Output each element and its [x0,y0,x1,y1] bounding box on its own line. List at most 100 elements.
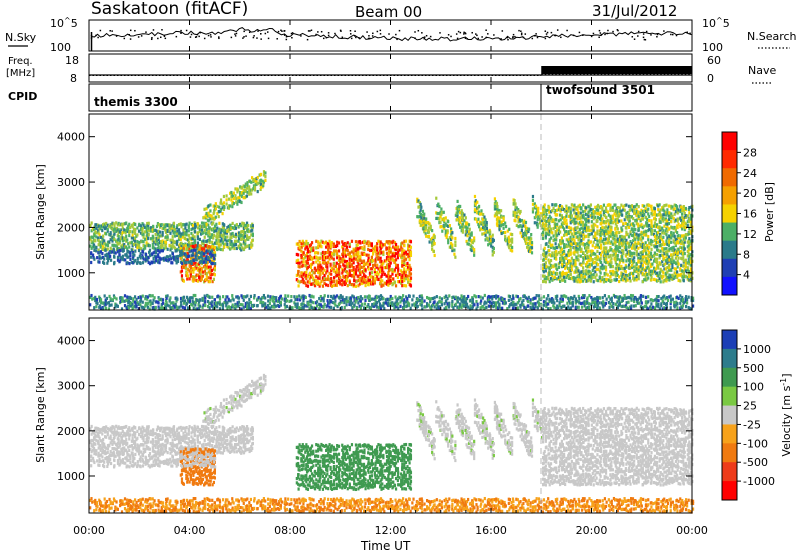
power-cell [231,221,234,226]
power-cell [352,252,355,256]
power-cell [444,216,447,220]
power-cell [183,258,186,262]
power-cell [603,233,606,238]
power-cell [521,300,524,304]
power-cell [687,295,690,299]
power-cell [309,247,313,251]
power-cell [677,296,680,300]
power-cell [98,304,102,308]
power-cell [179,300,183,304]
power-cell [194,230,197,234]
power-cell [121,230,124,235]
nsearch-point [464,37,467,40]
power-cell [594,297,597,301]
power-cell [587,232,590,237]
power-cell [564,295,568,299]
power-cell [181,296,184,300]
power-cell [144,304,147,308]
power-cell [218,205,221,209]
power-cell [353,256,356,260]
power-cell [297,261,300,265]
power-cell [425,222,428,226]
power-cell [450,241,453,245]
power-cell [325,245,328,249]
power-cell [154,305,157,310]
power-cell [574,259,577,263]
power-cell [548,232,551,237]
power-cell [681,298,685,302]
power-cell [488,304,491,308]
power-cell [122,248,125,253]
power-cell [556,272,559,276]
power-cell [225,198,228,202]
power-cell [490,235,493,239]
power-cell [542,279,545,283]
power-cell [599,271,602,275]
power-cell [118,230,121,234]
power-cell [483,293,486,298]
power-cell [401,263,404,268]
power-cell [359,278,362,282]
power-cell [579,222,582,226]
power-cell [384,301,388,305]
nsearch-point [501,30,504,32]
power-cell [190,302,193,307]
nsearch-point [612,30,614,33]
power-cell [404,270,408,274]
power-cell [298,265,301,269]
power-cell [660,303,663,308]
nsearch-point [520,30,522,32]
power-cell [209,255,213,259]
power-cell [140,305,143,309]
power-cell [123,299,126,303]
power-cell [186,306,190,310]
nsearch-point [535,33,537,35]
power-cell [547,277,550,281]
power-cell [233,239,237,243]
power-cell [590,273,593,277]
power-cell [148,253,152,258]
power-cell [255,182,258,186]
nsearch-point [616,29,619,31]
power-cell [180,232,183,236]
power-cell [382,250,385,254]
power-cell [338,263,341,267]
power-cell [297,279,300,283]
power-cell [136,260,139,264]
power-cell [163,223,166,227]
power-cell [152,298,155,302]
power-cell [572,234,575,239]
power-cell [322,296,325,300]
power-cell [367,253,370,257]
power-cell [273,297,276,301]
power-cell [534,214,538,219]
power-cell [387,254,390,259]
power-cell [205,207,208,211]
power-cell [193,245,196,249]
power-cell [373,270,376,274]
power-cell [89,295,92,299]
power-cell [367,265,370,269]
power-cell [229,232,232,236]
power-cell [376,263,379,267]
power-cell [218,297,222,301]
power-cell [426,303,429,308]
power-cell [348,271,351,275]
power-cell [246,190,249,194]
power-cell [557,277,561,281]
power-cell [557,265,561,270]
power-cell [193,276,196,280]
power-cell [647,307,650,311]
power-cell [296,302,299,306]
power-cell [555,238,558,242]
power-cell [164,228,167,232]
power-cell [346,299,350,303]
power-cell [220,228,223,232]
power-cell [184,242,187,246]
power-cell [466,230,469,234]
power-cell [99,298,103,302]
power-cell [599,266,603,270]
power-cell [596,299,599,303]
power-cell [400,296,404,301]
power-cell [548,218,551,223]
